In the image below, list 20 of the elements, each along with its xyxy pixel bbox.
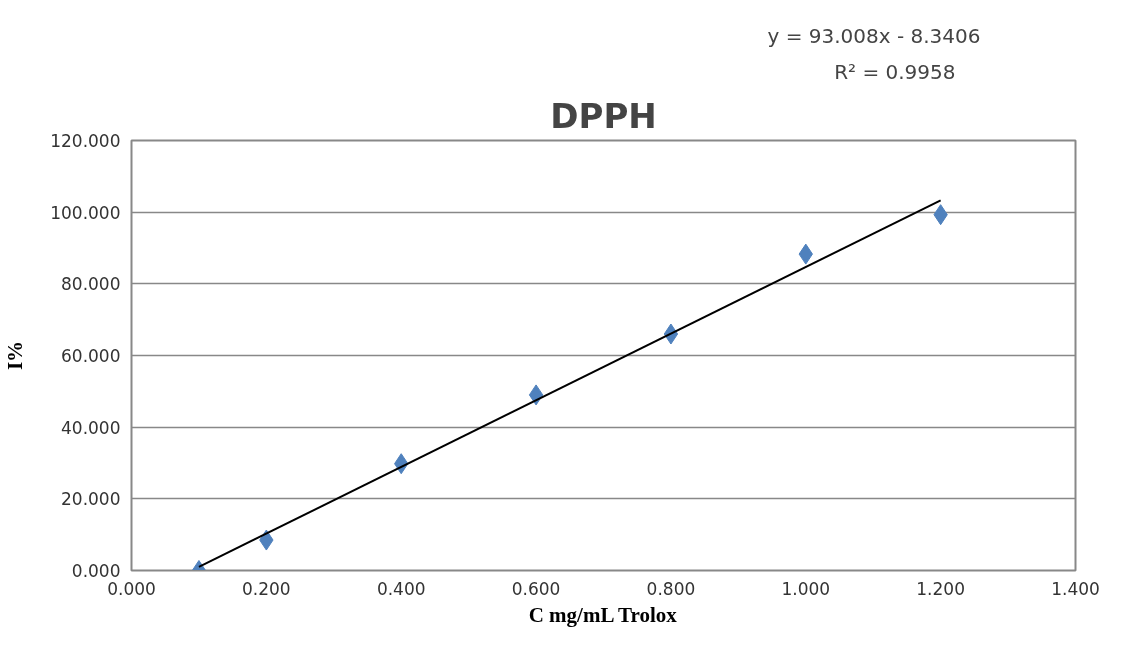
chart-title: DPPH [550, 95, 657, 136]
y-tick-label: 100.000 [50, 202, 121, 223]
y-axis-title: I% [3, 340, 28, 371]
x-tick-label: 1.400 [1051, 578, 1100, 599]
x-tick-label: 0.200 [242, 578, 291, 599]
x-axis-title: C mg/mL Trolox [528, 602, 678, 627]
x-tick-label: 0.400 [376, 578, 426, 599]
text: R² = 0.9958 [834, 59, 956, 84]
x-tick-label: 1.000 [781, 578, 831, 599]
x-tick-label: 1.200 [916, 578, 965, 599]
text: y = 93.008x - 8.3406 [767, 23, 981, 48]
y-tick-label: 60.000 [61, 346, 121, 366]
x-tick-label: 0.000 [107, 578, 156, 599]
y-tick-label: 40.000 [61, 417, 121, 438]
x-tick-label: 0.600 [511, 578, 561, 599]
y-tick-label: 20.000 [61, 489, 121, 510]
y-tick-label: 80.000 [61, 274, 121, 295]
y-tick-label: 0.000 [71, 561, 121, 581]
y-tick-label: 120.000 [50, 131, 121, 151]
x-tick-label: 0.800 [646, 578, 696, 599]
